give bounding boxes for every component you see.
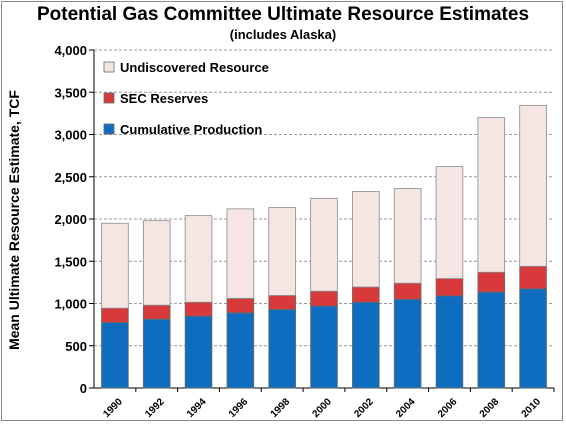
legend-label: Cumulative Production xyxy=(120,122,262,137)
legend-swatch xyxy=(103,92,115,104)
bar-segment xyxy=(519,104,547,267)
bar-segment xyxy=(226,298,255,314)
bar-segment xyxy=(142,304,171,320)
y-tick-label: 2,000 xyxy=(54,212,87,227)
y-tick-label: 1,500 xyxy=(54,254,87,269)
bar-segment xyxy=(519,288,547,389)
bar-segment xyxy=(101,222,129,309)
bar-segment xyxy=(352,191,380,288)
legend-label: SEC Reserves xyxy=(120,91,208,106)
x-tick-label: 1998 xyxy=(269,396,293,420)
x-tick-label: 2008 xyxy=(478,396,502,420)
x-tick-label: 1994 xyxy=(185,396,209,420)
x-tick-label: 1996 xyxy=(227,396,251,420)
bar-segment xyxy=(477,291,506,389)
bar-segment xyxy=(477,271,506,293)
y-tick-label: 0 xyxy=(80,381,87,396)
bar-segment xyxy=(184,215,213,303)
x-tick-label: 2010 xyxy=(520,396,544,420)
bar-segment xyxy=(393,282,422,300)
x-tick-label: 2006 xyxy=(436,396,460,420)
bar-segment xyxy=(226,208,255,299)
bar-segment xyxy=(310,305,338,389)
bar-segment xyxy=(184,315,213,389)
bar-segment xyxy=(519,265,547,290)
x-tick-label: 2000 xyxy=(310,396,334,420)
bar-segment xyxy=(268,295,296,310)
bar-segment xyxy=(435,166,464,279)
bar-segment xyxy=(142,318,171,389)
bar-segment xyxy=(142,220,171,306)
chart-title: Potential Gas Committee Ultimate Resourc… xyxy=(36,4,530,25)
bar-segment xyxy=(435,278,464,297)
bar-segment xyxy=(435,295,464,389)
x-tick-label: 1992 xyxy=(143,396,167,420)
y-tick-label: 500 xyxy=(65,339,87,354)
y-tick-label: 2,500 xyxy=(54,170,87,185)
bar-segment xyxy=(101,307,129,323)
bar-segment xyxy=(352,301,380,389)
legend-label: Undiscovered Resource xyxy=(120,60,269,75)
bar-segment xyxy=(268,207,296,296)
y-tick-label: 1,000 xyxy=(54,297,87,312)
y-tick-label: 3,000 xyxy=(54,128,87,143)
x-tick-label: 2004 xyxy=(394,396,418,420)
x-tick-label: 1990 xyxy=(101,396,125,420)
bar-segment xyxy=(310,290,338,307)
y-tick-label: 4,000 xyxy=(54,43,87,58)
chart-subtitle: (includes Alaska) xyxy=(229,27,337,42)
bar-segment xyxy=(268,309,296,389)
x-tick-label: 2002 xyxy=(352,396,376,420)
bar-segment xyxy=(184,301,213,317)
legend-swatch xyxy=(103,123,115,135)
bar-segment xyxy=(310,197,338,292)
bar-segment xyxy=(393,188,422,284)
bar-segment xyxy=(101,322,129,389)
bar-segment xyxy=(477,117,506,273)
bar-segment xyxy=(352,286,380,303)
bar-segment xyxy=(226,312,255,389)
legend-swatch xyxy=(103,61,115,73)
y-tick-label: 3,500 xyxy=(54,85,87,100)
bar-segment xyxy=(393,298,422,389)
